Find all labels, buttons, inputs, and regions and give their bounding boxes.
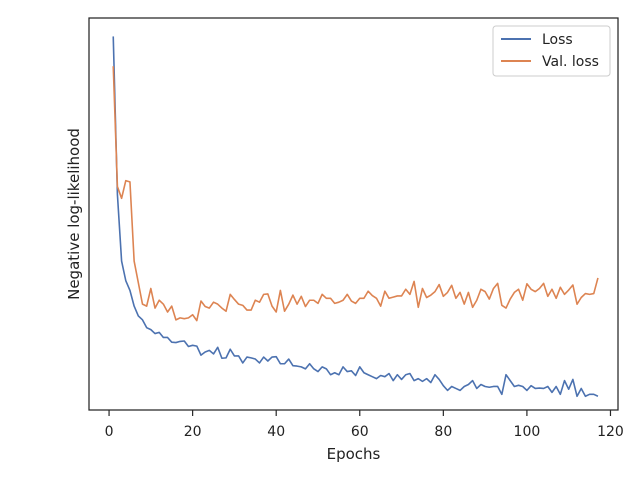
legend: Loss Val. loss [492,25,611,77]
series-line-val-loss [112,66,599,322]
y-axis-label: Negative log-likelihood [65,128,83,300]
x-tick-label: 100 [514,424,541,440]
plot-frame [88,17,619,411]
x-axis-ticks: 0 20 40 60 80 100 120 [105,410,624,440]
x-tick-label: 120 [597,424,624,440]
x-tick-label: 0 [105,424,114,440]
x-axis-label: Epochs [327,445,381,463]
legend-label-val-loss: Val. loss [542,54,599,70]
x-tick-label: 40 [267,424,285,440]
series-layer [112,36,599,398]
x-tick-label: 80 [434,424,452,440]
plot-background [89,18,618,410]
legend-label-loss: Loss [542,32,573,48]
x-tick-label: 60 [351,424,369,440]
series-line-loss [112,36,599,398]
x-tick-label: 20 [184,424,202,440]
